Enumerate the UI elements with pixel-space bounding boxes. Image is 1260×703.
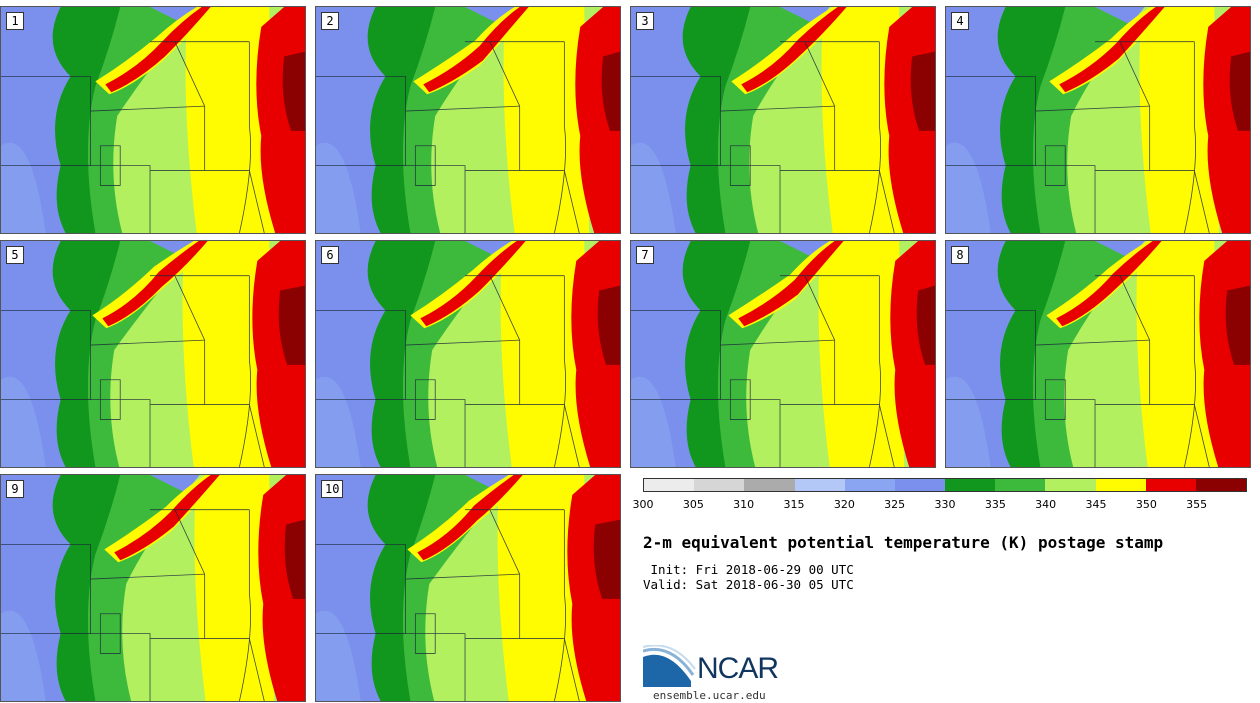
colorbar-tick-label: 350 xyxy=(1135,498,1157,511)
member-number-label: 10 xyxy=(321,480,344,498)
colorbar-bin xyxy=(945,479,996,491)
colorbar-tick-label: 355 xyxy=(1186,498,1208,511)
colorbar-tick-label: 340 xyxy=(1035,498,1057,511)
member-number-label: 9 xyxy=(6,480,24,498)
colorbar-tick-label: 300 xyxy=(632,498,654,511)
colorbar-bin xyxy=(1095,479,1146,491)
colorbar-bin xyxy=(1145,479,1196,491)
site-url: ensemble.ucar.edu xyxy=(653,689,766,702)
colorbar-bin xyxy=(644,479,695,491)
member-number-label: 1 xyxy=(6,12,24,30)
colorbar-bin xyxy=(995,479,1046,491)
member-number-label: 4 xyxy=(951,12,969,30)
ensemble-member-map: 5 xyxy=(0,240,306,468)
ensemble-member-map: 6 xyxy=(315,240,621,468)
ncar-logo-text: NCAR xyxy=(697,652,779,685)
colorbar-tick-label: 310 xyxy=(733,498,755,511)
ensemble-member-map: 10 xyxy=(315,474,621,702)
colorbar-tick-label: 335 xyxy=(984,498,1006,511)
member-number-label: 7 xyxy=(636,246,654,264)
colorbar-tick-label: 345 xyxy=(1085,498,1107,511)
member-number-label: 3 xyxy=(636,12,654,30)
colorbar-tick-label: 330 xyxy=(934,498,956,511)
ncar-logo-icon xyxy=(643,645,696,687)
ensemble-member-map: 1 xyxy=(0,6,306,234)
ensemble-member-map: 2 xyxy=(315,6,621,234)
member-number-label: 5 xyxy=(6,246,24,264)
colorbar-bin xyxy=(694,479,745,491)
colorbar-bin xyxy=(1045,479,1096,491)
ensemble-member-map: 4 xyxy=(945,6,1251,234)
ensemble-member-map: 8 xyxy=(945,240,1251,468)
init-time: Init: Fri 2018-06-29 00 UTC xyxy=(643,562,854,577)
figure-title: 2-m equivalent potential temperature (K)… xyxy=(643,533,1164,552)
colorbar-bin xyxy=(794,479,845,491)
colorbar-bin xyxy=(894,479,946,491)
colorbar-tick-label: 325 xyxy=(884,498,906,511)
ensemble-member-map: 9 xyxy=(0,474,306,702)
colorbar-ticks: 300 305 310 315 320 325 330 335 340 345 350 355 xyxy=(633,498,1247,512)
colorbar-bin xyxy=(1195,479,1247,491)
ensemble-member-map: 3 xyxy=(630,6,936,234)
colorbar-tick-label: 315 xyxy=(783,498,805,511)
colorbar-tick-label: 320 xyxy=(833,498,855,511)
member-number-label: 6 xyxy=(321,246,339,264)
valid-time: Valid: Sat 2018-06-30 05 UTC xyxy=(643,577,854,592)
colorbar xyxy=(643,478,1247,492)
member-number-label: 2 xyxy=(321,12,339,30)
colorbar-bin xyxy=(844,479,895,491)
colorbar-bin xyxy=(744,479,795,491)
member-number-label: 8 xyxy=(951,246,969,264)
colorbar-tick-label: 305 xyxy=(682,498,704,511)
ensemble-member-map: 7 xyxy=(630,240,936,468)
